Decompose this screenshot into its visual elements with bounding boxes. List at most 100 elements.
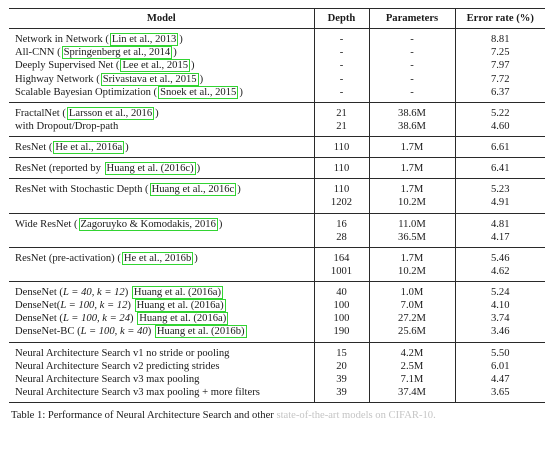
model-name-suffix: )	[199, 73, 204, 85]
table-group: ResNet with Stochastic Depth (Huang et a…	[9, 178, 545, 213]
citation-link: Zagoruyko & Komodakis, 2016	[78, 217, 218, 231]
error-rate-cell: 4.10	[454, 299, 545, 313]
model-cell: FractalNet (Larsson et al., 2016)	[9, 102, 314, 120]
model-name: DenseNet (	[15, 287, 63, 298]
table-row: FractalNet (Larsson et al., 2016) 21 38.6M…	[9, 102, 545, 120]
depth-cell: 1001	[313, 264, 369, 282]
model-cell: All-CNN (Springenberg et al., 2014)	[9, 46, 314, 60]
depth-cell: 100	[313, 299, 369, 313]
model-cell: ResNet (pre-activation) (He et al., 2016…	[9, 247, 314, 265]
parameters-cell: 11.0M	[368, 213, 455, 231]
citation-link: Huang et al. (2016a)	[134, 299, 226, 313]
parameters-cell: 27.2M	[368, 312, 455, 326]
error-rate-cell: 7.97	[454, 59, 545, 73]
depth-cell: 39	[313, 372, 369, 386]
parameters-cell: 1.7M	[368, 247, 455, 265]
model-name-suffix: )	[130, 313, 137, 325]
error-rate-cell: 8.81	[454, 28, 545, 47]
model-name-suffix: )	[125, 142, 129, 153]
citation-link: Lin et al., 2013	[109, 33, 179, 47]
table-row: 1001 10.2M 4.62	[9, 264, 545, 282]
model-cell: Network in Network (Lin et al., 2013)	[9, 29, 314, 47]
table-row: DenseNet (L = 100, k = 24) Huang et al. …	[9, 312, 545, 326]
table-row: Neural Architecture Search v2 predicting…	[9, 359, 545, 373]
model-name: with Dropout/Drop-path	[15, 120, 119, 132]
table-group: DenseNet (L = 40, k = 12) Huang et al. (…	[9, 281, 545, 342]
model-cell: Wide ResNet (Zagoruyko & Komodakis, 2016…	[9, 213, 314, 231]
model-cell: Scalable Bayesian Optimization (Snoek et…	[9, 85, 314, 103]
header-row: Model Depth Parameters Error rate (%)	[9, 8, 545, 29]
depth-cell: -	[313, 28, 369, 47]
citation-link: Huang et al. (2016c)	[104, 162, 196, 176]
model-cell: with Dropout/Drop-path	[9, 120, 314, 137]
caption-text-watermarked: state-of-the-art models on CIFAR-10.	[276, 410, 436, 421]
depth-cell: 1202	[313, 196, 369, 213]
table-group: Wide ResNet (Zagoruyko & Komodakis, 2016…	[9, 213, 545, 248]
depth-cell: 110	[313, 178, 369, 197]
depth-cell: 21	[313, 119, 369, 137]
depth-cell: 15	[313, 342, 369, 360]
model-name: ResNet (reported by	[15, 163, 104, 175]
model-cell: DenseNet (L = 100, k = 24) Huang et al. …	[9, 312, 314, 326]
model-name: ResNet (	[15, 142, 53, 153]
citation-link: Huang et al., 2016c	[149, 183, 237, 197]
model-name: Deeply Supervised Net (	[15, 60, 120, 72]
error-rate-cell: 4.47	[454, 372, 545, 386]
depth-cell: 190	[313, 325, 369, 342]
table-row: Network in Network (Lin et al., 2013) - -8…	[9, 28, 545, 47]
error-rate-cell: 5.23	[454, 178, 545, 197]
parameters-cell: -	[368, 59, 455, 73]
table-group: ResNet (He et al., 2016a) 110 1.7M 6.61	[9, 136, 545, 158]
model-name-suffix: )	[127, 300, 134, 312]
citation-link: He et al., 2016b	[121, 251, 194, 265]
table-row: DenseNet (L = 40, k = 12) Huang et al. (…	[9, 281, 545, 300]
error-rate-cell: 6.61	[454, 136, 545, 158]
parameters-cell: -	[368, 85, 455, 103]
table-row: with Dropout/Drop-path 21 38.6M 4.60	[9, 119, 545, 137]
depth-cell: 39	[313, 385, 369, 403]
error-rate-cell: 5.50	[454, 342, 545, 360]
model-name: FractalNet (	[15, 107, 66, 119]
parameters-cell: 36.5M	[368, 230, 455, 248]
table-row: DenseNet-BC (L = 100, k = 40) Huang et a…	[9, 325, 545, 342]
error-rate-cell: 4.91	[454, 196, 545, 213]
error-rate-cell: 5.22	[454, 102, 545, 120]
model-name: Wide ResNet (	[15, 218, 78, 230]
error-rate-cell: 7.72	[454, 72, 545, 86]
model-name: Highway Network (	[15, 73, 100, 85]
header-parameters: Parameters	[368, 8, 455, 29]
table-row: ResNet (pre-activation) (He et al., 2016…	[9, 247, 545, 265]
model-hyperparameters: L = 100, k = 12	[60, 300, 128, 312]
depth-cell: 20	[313, 359, 369, 373]
error-rate-cell: 6.01	[454, 359, 545, 373]
model-name-suffix: )	[239, 86, 243, 98]
model-hyperparameters: L = 40, k = 12	[62, 287, 125, 298]
model-name-suffix: )	[196, 163, 201, 175]
results-table: Model Depth Parameters Error rate (%) Ne…	[9, 8, 545, 403]
model-name-suffix: )	[124, 287, 131, 298]
table-row: ResNet (He et al., 2016a) 110 1.7M 6.61	[9, 136, 545, 158]
model-cell: Deeply Supervised Net (Lee et al., 2015)	[9, 59, 314, 73]
parameters-cell: 7.0M	[368, 299, 455, 313]
model-cell: Neural Architecture Search v3 max poolin…	[9, 386, 314, 403]
table-row: ResNet (reported by Huang et al. (2016c)…	[9, 157, 545, 179]
header-depth: Depth	[313, 8, 369, 29]
header-error-rate: Error rate (%)	[454, 8, 545, 29]
parameters-cell: 37.4M	[368, 385, 455, 403]
model-name: ResNet (pre-activation) (	[15, 252, 121, 264]
table-row: Neural Architecture Search v3 max poolin…	[9, 372, 545, 386]
citation-link: Lee et al., 2015	[120, 59, 191, 73]
error-rate-cell: 4.81	[454, 213, 545, 231]
model-name-suffix: )	[218, 218, 223, 230]
header-model: Model	[146, 13, 176, 24]
table-header: Model Depth Parameters Error rate (%)	[9, 8, 545, 29]
model-cell: ResNet with Stochastic Depth (Huang et a…	[9, 179, 314, 197]
model-name: ResNet with Stochastic Depth (	[15, 184, 149, 196]
table-row: Neural Architecture Search v1 no stride …	[9, 342, 545, 360]
model-cell	[9, 265, 314, 282]
depth-cell: 164	[313, 247, 369, 265]
table-group: ResNet (pre-activation) (He et al., 2016…	[9, 247, 545, 282]
model-name: DenseNet (	[15, 313, 63, 325]
table-row: Deeply Supervised Net (Lee et al., 2015)…	[9, 59, 545, 73]
parameters-cell: 25.6M	[368, 325, 455, 342]
